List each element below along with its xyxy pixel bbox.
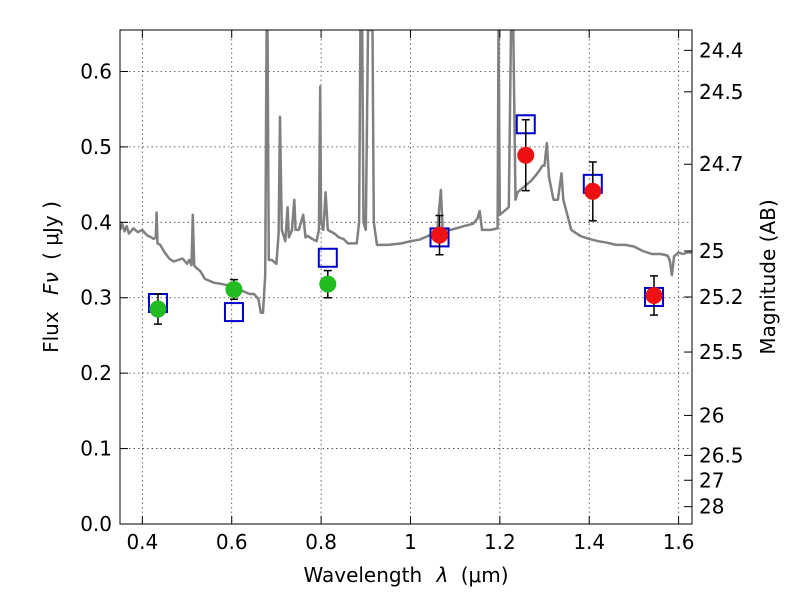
y-tick-label: 0.6 [80, 59, 112, 83]
observed-nir-marker [431, 226, 449, 244]
x-tick-label: 0.8 [305, 530, 337, 554]
x-tick-label: 0.6 [216, 530, 248, 554]
observed-nir-marker [584, 182, 602, 200]
y2-tick-label: 26.5 [699, 443, 744, 467]
x-axis-title-symbol: λ [436, 563, 449, 587]
y2-tick-label: 24.7 [699, 152, 744, 176]
x-tick-label: 1.4 [573, 530, 605, 554]
grid [120, 30, 692, 525]
y-axis-title-unit: ( μJy ) [39, 201, 63, 260]
axes: 0.4 0.6 0.8 1 1.2 1.4 1.6 0.0 0.1 0.2 0.3 0.4 0.5 0.6… [80, 30, 744, 554]
y-tick-label: 0.0 [80, 512, 112, 536]
y2-tick-label: 25 [699, 239, 724, 263]
observed-optical-marker [319, 275, 337, 293]
model-square-marker [317, 247, 338, 268]
y-tick-label: 0.5 [80, 135, 112, 159]
y2-tick-label: 25.2 [699, 285, 744, 309]
x-axis-title-text: Wavelength [303, 563, 422, 587]
y-axis-title-symbol: Fν [39, 272, 63, 295]
model-square-marker [223, 302, 244, 323]
y-tick-label: 0.3 [80, 286, 112, 310]
x-tick-label: 1.2 [484, 530, 516, 554]
y-axis-title: Flux Fν ( μJy ) [39, 201, 63, 353]
observed-optical-marker [225, 280, 243, 298]
y-tick-label: 0.2 [80, 361, 112, 385]
x-tick-label: 1.6 [663, 530, 695, 554]
y-tick-label: 0.1 [80, 437, 112, 461]
y2-tick-label: 27 [699, 468, 724, 492]
x-tick-label: 0.4 [126, 530, 158, 554]
observed-optical-marker [149, 300, 167, 318]
y2-tick-label: 26 [699, 403, 724, 427]
x-axis-title: Wavelength λ (μm) [303, 563, 508, 587]
y2-tick-label: 25.5 [699, 340, 744, 364]
y2-tick-label: 24.4 [699, 38, 744, 62]
plot-frame [119, 29, 693, 525]
observed-nir-marker [645, 286, 663, 304]
y2-axis-title: Magnitude (AB) [756, 199, 780, 354]
x-tick-label: 1 [404, 530, 417, 554]
observed-nir-marker [517, 146, 535, 164]
y2-tick-label: 24.5 [699, 80, 744, 104]
y-axis-title-text: Flux [39, 311, 63, 353]
plot-area [120, 30, 692, 325]
x-axis-title-unit: (μm) [461, 563, 509, 587]
y2-tick-label: 28 [699, 495, 724, 519]
spectrum-line [120, 30, 692, 315]
y-tick-label: 0.4 [80, 210, 112, 234]
